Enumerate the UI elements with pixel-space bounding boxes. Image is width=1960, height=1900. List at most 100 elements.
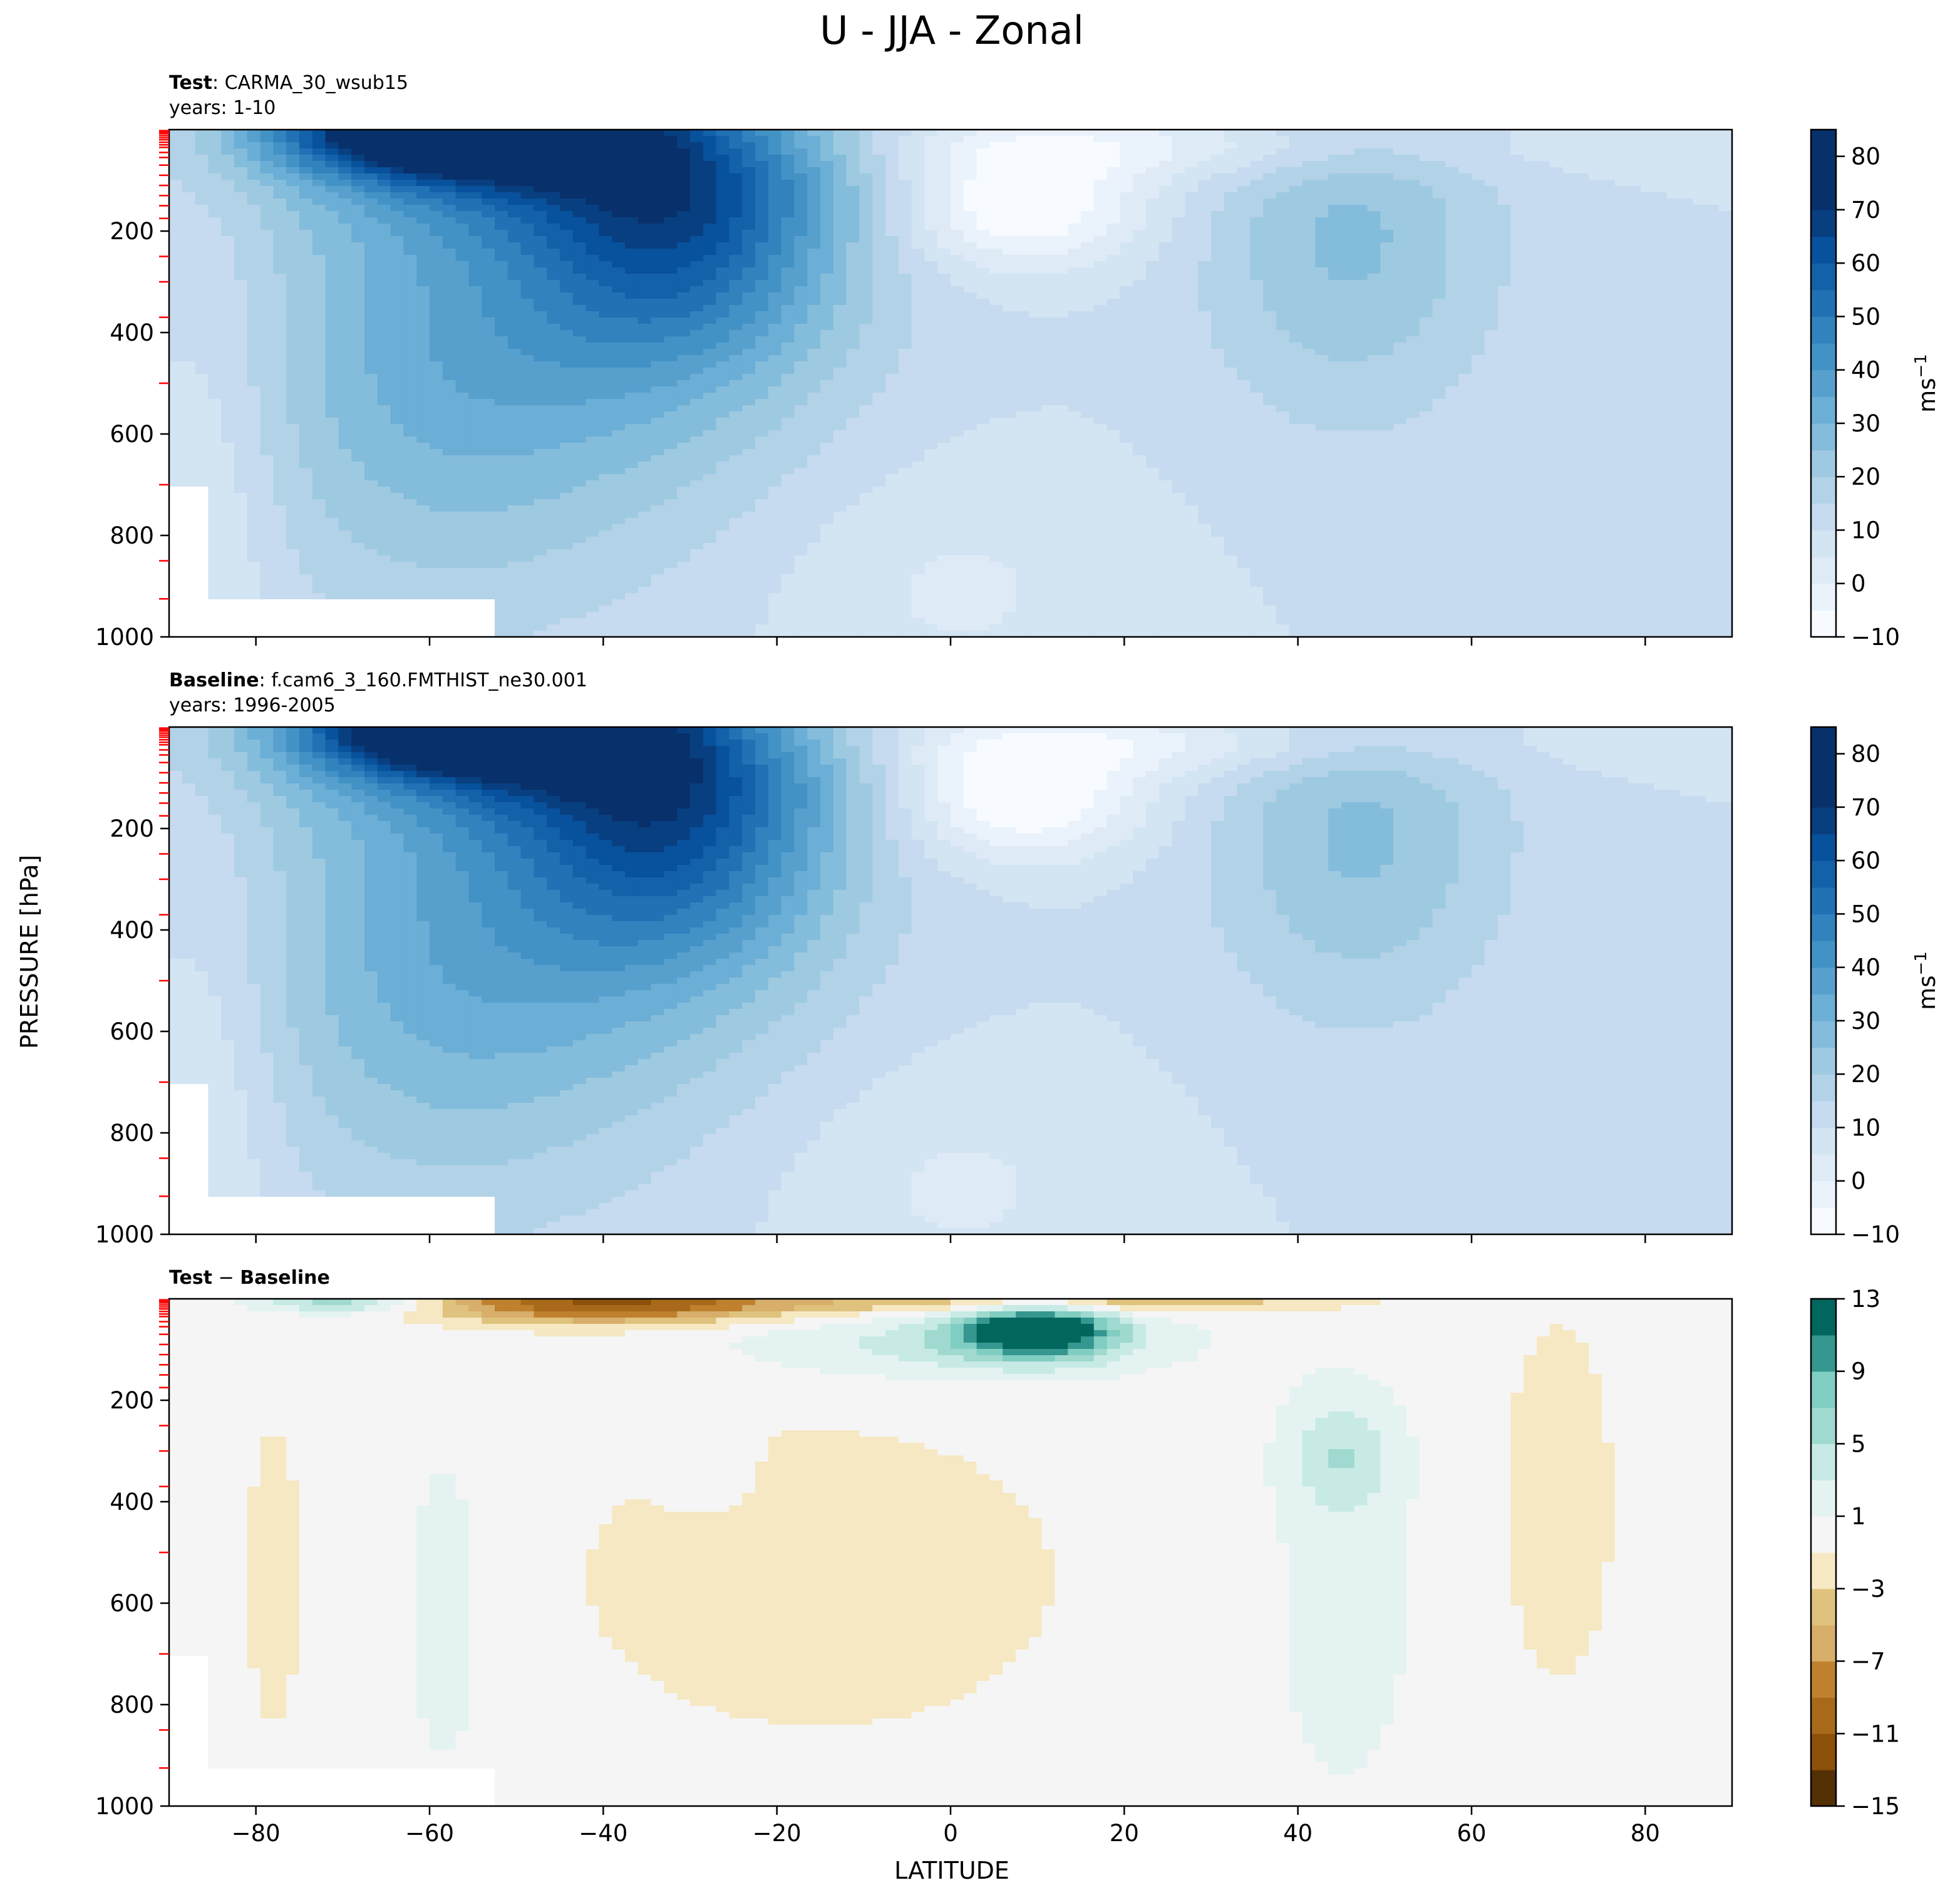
contour-cell bbox=[534, 349, 547, 356]
contour-cell bbox=[1081, 324, 1095, 331]
contour-cell bbox=[1341, 249, 1355, 256]
contour-cell bbox=[1576, 274, 1589, 281]
contour-cell bbox=[1055, 361, 1068, 368]
contour-cell bbox=[1120, 199, 1133, 205]
contour-cell bbox=[1003, 142, 1016, 149]
contour-cell bbox=[1146, 192, 1160, 199]
contour-cell bbox=[508, 167, 522, 174]
contour-cell bbox=[1120, 217, 1133, 224]
contour-cell bbox=[755, 142, 769, 149]
contour-cell bbox=[964, 180, 977, 187]
contour-cell bbox=[1641, 224, 1654, 230]
contour-cell bbox=[912, 274, 926, 281]
contour-cell bbox=[508, 199, 522, 205]
contour-cell bbox=[1406, 343, 1420, 349]
contour-cell bbox=[1328, 142, 1342, 149]
contour-cell bbox=[1589, 292, 1602, 299]
contour-cell bbox=[1042, 130, 1056, 137]
contour-cell bbox=[1719, 173, 1733, 180]
contour-cell bbox=[573, 173, 587, 180]
contour-cell bbox=[1485, 349, 1498, 356]
contour-cell bbox=[1641, 286, 1654, 293]
contour-cell bbox=[1315, 211, 1329, 218]
contour-cell bbox=[430, 355, 443, 362]
contour-cell bbox=[286, 274, 300, 281]
contour-cell bbox=[1107, 211, 1121, 218]
contour-cell bbox=[1328, 236, 1342, 243]
contour-cell bbox=[937, 230, 951, 237]
contour-cell bbox=[1693, 330, 1707, 337]
contour-cell bbox=[1341, 236, 1355, 243]
contour-cell bbox=[1302, 242, 1316, 249]
contour-cell bbox=[729, 299, 743, 306]
contour-cell bbox=[169, 318, 183, 324]
contour-cell bbox=[1667, 343, 1681, 349]
contour-cell bbox=[820, 217, 834, 224]
contour-cell bbox=[1133, 374, 1147, 381]
contour-cell bbox=[391, 380, 405, 387]
contour-cell bbox=[1654, 286, 1668, 293]
contour-cell bbox=[820, 318, 834, 324]
contour-cell bbox=[1133, 161, 1147, 168]
contour-cell bbox=[729, 242, 743, 249]
contour-cell bbox=[1185, 211, 1199, 218]
contour-cell bbox=[443, 161, 456, 168]
contour-cell bbox=[729, 155, 743, 162]
contour-cell bbox=[899, 236, 912, 243]
contour-cell bbox=[742, 236, 756, 243]
contour-cell bbox=[989, 161, 1003, 168]
contour-cell bbox=[403, 224, 417, 230]
contour-cell bbox=[364, 324, 378, 331]
contour-cell bbox=[1524, 180, 1537, 187]
contour-cell bbox=[1029, 355, 1043, 362]
contour-cell bbox=[247, 155, 261, 162]
contour-cell bbox=[1133, 318, 1147, 324]
contour-cell bbox=[416, 199, 430, 205]
contour-cell bbox=[1263, 330, 1277, 337]
contour-cell bbox=[1068, 386, 1081, 393]
contour-cell bbox=[403, 167, 417, 174]
contour-cell bbox=[899, 292, 912, 299]
contour-cell bbox=[599, 274, 612, 281]
contour-cell bbox=[1276, 318, 1290, 324]
contour-cell bbox=[403, 305, 417, 312]
contour-cell bbox=[1146, 173, 1160, 180]
contour-cell bbox=[1654, 261, 1668, 268]
contour-cell bbox=[612, 199, 626, 205]
contour-cell bbox=[1498, 186, 1512, 193]
contour-cell bbox=[273, 167, 287, 174]
contour-cell bbox=[1107, 161, 1121, 168]
contour-cell bbox=[1420, 261, 1433, 268]
contour-cell bbox=[273, 349, 287, 356]
contour-cell bbox=[521, 155, 535, 162]
contour-cell bbox=[1550, 205, 1564, 212]
contour-cell bbox=[1315, 274, 1329, 281]
contour-cell bbox=[195, 199, 209, 205]
contour-cell bbox=[1445, 199, 1459, 205]
contour-cell bbox=[234, 299, 248, 306]
contour-cell bbox=[1302, 173, 1316, 180]
contour-cell bbox=[1224, 180, 1238, 187]
contour-cell bbox=[716, 305, 730, 312]
contour-cell bbox=[1276, 142, 1290, 149]
contour-cell bbox=[1445, 274, 1459, 281]
contour-cell bbox=[1380, 192, 1394, 199]
contour-cell bbox=[742, 299, 756, 306]
contour-cell bbox=[573, 361, 587, 368]
contour-cell bbox=[1420, 136, 1433, 143]
contour-cell bbox=[899, 286, 912, 293]
contour-cell bbox=[221, 349, 235, 356]
contour-cell bbox=[677, 161, 691, 168]
contour-cell bbox=[1237, 292, 1251, 299]
contour-cell bbox=[1472, 224, 1485, 230]
contour-cell bbox=[326, 305, 339, 312]
contour-cell bbox=[807, 136, 821, 143]
contour-cell bbox=[1706, 374, 1720, 381]
contour-cell bbox=[1368, 311, 1381, 318]
contour-cell bbox=[625, 211, 639, 218]
contour-cell bbox=[221, 155, 235, 162]
contour-cell bbox=[1472, 343, 1485, 349]
contour-cell bbox=[456, 355, 470, 362]
contour-cell bbox=[664, 280, 678, 287]
contour-cell bbox=[1328, 255, 1342, 262]
